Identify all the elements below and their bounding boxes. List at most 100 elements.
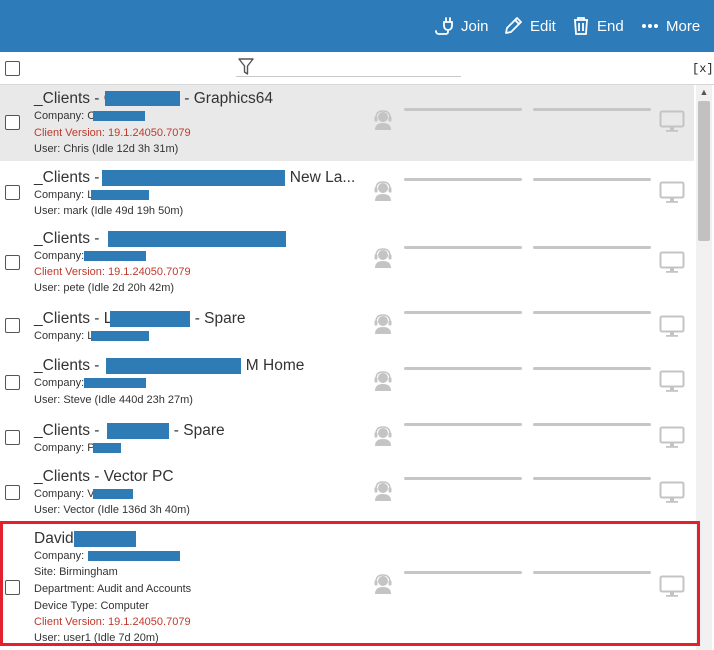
end-button[interactable]: End <box>572 14 624 38</box>
session-title: _Clients - Vector PC <box>34 468 174 485</box>
filter-row <box>0 52 714 85</box>
client-version: Client Version: 19.1.24050.7079 <box>34 127 191 139</box>
redaction <box>104 91 180 107</box>
session-row[interactable]: _Clients - Vector PC Company: V User: Ve… <box>0 461 694 523</box>
company-line: Company: L <box>34 189 150 201</box>
ellipsis-icon <box>642 24 658 28</box>
status-bar <box>404 108 522 111</box>
status-bar <box>404 477 522 480</box>
redaction <box>91 331 150 342</box>
session-title: David <box>34 530 136 548</box>
client-version: Client Version: 19.1.24050.7079 <box>34 616 191 628</box>
session-row[interactable]: _Clients - Company: Client Version: 19.1… <box>0 222 694 301</box>
support-agent-icon[interactable] <box>372 480 394 502</box>
row-checkbox[interactable] <box>5 185 20 200</box>
status-bar <box>533 477 651 480</box>
user-line: User: mark (Idle 49d 19h 50m) <box>34 205 184 217</box>
more-label: More <box>666 17 701 35</box>
user-line: User: Chris (Idle 12d 3h 31m) <box>34 143 179 155</box>
join-label: Join <box>461 17 489 35</box>
status-bar <box>533 367 651 370</box>
support-agent-icon[interactable] <box>372 109 394 131</box>
session-title: _Clients - C - Graphics64 <box>34 90 274 107</box>
monitor-icon[interactable] <box>659 426 685 448</box>
session-row[interactable]: _Clients - New La... Company: L User: ma… <box>0 161 694 223</box>
session-row[interactable]: _Clients - M Home Company: User: Steve (… <box>0 348 694 413</box>
session-list: _Clients - C - Graphics64 Company: C Cli… <box>0 85 694 650</box>
session-title: _Clients - L - Spare <box>34 310 246 327</box>
status-bar <box>404 423 522 426</box>
join-button[interactable]: Join <box>434 14 489 38</box>
plug-icon <box>435 17 453 35</box>
redaction <box>92 443 121 454</box>
company-line: Company: <box>34 250 147 262</box>
status-bar <box>404 367 522 370</box>
filter-input[interactable] <box>236 76 461 77</box>
edit-button[interactable]: Edit <box>503 14 556 38</box>
clear-filter-button[interactable]: [x] <box>692 62 714 76</box>
monitor-icon[interactable] <box>659 481 685 503</box>
status-bar <box>533 571 651 574</box>
monitor-icon[interactable] <box>659 575 685 597</box>
scroll-up-arrow-icon[interactable]: ▲ <box>699 87 709 97</box>
redaction <box>106 357 242 374</box>
status-bar <box>533 246 651 249</box>
row-checkbox[interactable] <box>5 115 20 130</box>
monitor-icon[interactable] <box>659 110 685 132</box>
user-line: User: Vector (Idle 136d 3h 40m) <box>34 504 190 516</box>
client-version: Client Version: 19.1.24050.7079 <box>34 266 191 278</box>
session-row[interactable]: David Company: Site: Birmingham Departme… <box>0 522 694 650</box>
session-title: _Clients - M Home <box>34 357 305 374</box>
row-checkbox[interactable] <box>5 580 20 595</box>
trash-icon <box>574 17 588 35</box>
support-agent-icon[interactable] <box>372 313 394 335</box>
monitor-icon[interactable] <box>659 315 685 337</box>
redaction <box>91 190 150 201</box>
department-line: Department: Audit and Accounts <box>34 583 192 595</box>
pencil-icon <box>505 17 522 34</box>
session-row[interactable]: _Clients - L - Spare Company: L <box>0 300 694 349</box>
monitor-icon[interactable] <box>659 251 685 273</box>
status-bar <box>533 108 651 111</box>
user-line: User: pete (Idle 2d 20h 42m) <box>34 282 175 294</box>
row-checkbox[interactable] <box>5 485 20 500</box>
monitor-icon[interactable] <box>659 181 685 203</box>
support-agent-icon[interactable] <box>372 180 394 202</box>
support-agent-icon[interactable] <box>372 247 394 269</box>
row-checkbox[interactable] <box>5 375 20 390</box>
more-button[interactable]: More <box>641 14 700 38</box>
status-bar <box>533 178 651 181</box>
session-title: _Clients - - Spare <box>34 422 225 439</box>
company-line: Company: L <box>34 330 150 342</box>
session-row[interactable]: _Clients - - Spare Company: P <box>0 412 694 462</box>
company-line: Company: <box>34 550 181 562</box>
support-agent-icon[interactable] <box>372 370 394 392</box>
row-checkbox[interactable] <box>5 255 20 270</box>
company-line: Company: V <box>34 488 133 500</box>
status-bar <box>404 571 522 574</box>
status-bar <box>404 178 522 181</box>
session-title: _Clients - <box>34 230 287 248</box>
redaction <box>88 551 181 562</box>
redaction <box>93 111 146 122</box>
redaction <box>92 489 133 500</box>
scrollbar[interactable]: ▲ <box>696 85 712 650</box>
user-line: User: Steve (Idle 440d 23h 27m) <box>34 394 193 406</box>
select-all-checkbox[interactable] <box>5 61 20 76</box>
redaction <box>108 230 287 247</box>
row-checkbox[interactable] <box>5 430 20 445</box>
device-type-line: Device Type: Computer <box>34 600 149 612</box>
site-line: Site: Birmingham <box>34 566 118 578</box>
row-checkbox[interactable] <box>5 318 20 333</box>
session-row[interactable]: _Clients - C - Graphics64 Company: C Cli… <box>0 85 694 162</box>
company-line: Company: P <box>34 442 121 454</box>
scroll-thumb[interactable] <box>698 101 710 241</box>
redaction <box>107 422 170 439</box>
company-line: Company: <box>34 377 147 389</box>
support-agent-icon[interactable] <box>372 573 394 595</box>
end-label: End <box>597 17 624 35</box>
monitor-icon[interactable] <box>659 370 685 392</box>
filter-icon[interactable] <box>238 58 254 76</box>
support-agent-icon[interactable] <box>372 425 394 447</box>
session-title: _Clients - New La... <box>34 169 356 186</box>
